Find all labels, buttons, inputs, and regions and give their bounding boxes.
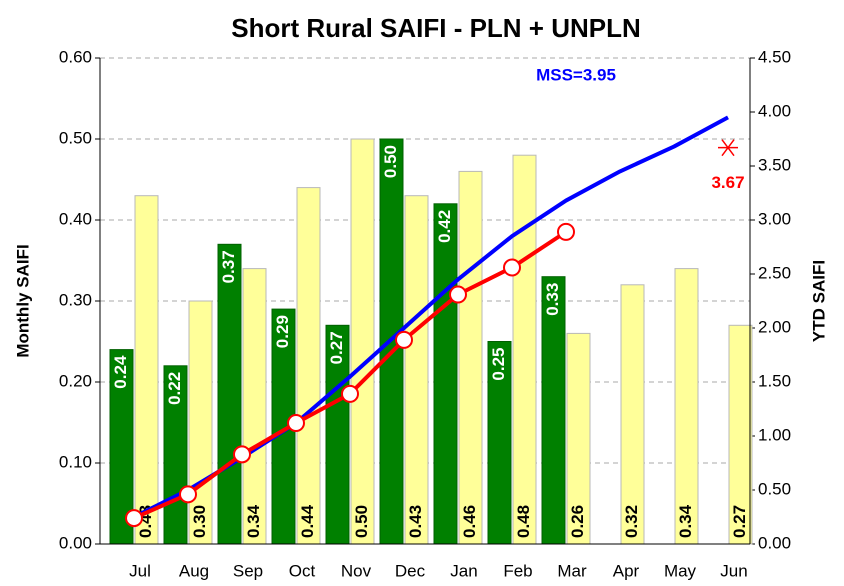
- x-tick-label: Sep: [233, 561, 263, 580]
- y-tick-label: 0.00: [59, 533, 92, 552]
- x-tick-label: Jun: [720, 561, 747, 580]
- bar: [512, 154, 537, 545]
- bar: [674, 268, 699, 545]
- annotation: MSS=3.95: [536, 65, 616, 84]
- marker-value-label: 3.67: [711, 173, 744, 192]
- bar-value-label: 0.37: [219, 250, 238, 283]
- bar-value-label: 0.32: [622, 505, 641, 538]
- bar-value-label: 0.50: [381, 145, 400, 178]
- bar-value-label: 0.34: [244, 504, 263, 538]
- line-marker: [557, 222, 575, 241]
- x-tick-label: Jan: [450, 561, 477, 580]
- line-marker: [287, 414, 305, 433]
- bar-value-label: 0.42: [435, 210, 454, 243]
- line-marker: [341, 384, 359, 403]
- bar-value-label: 0.22: [165, 372, 184, 405]
- y-tick-label: 0.50: [59, 128, 92, 147]
- x-tick-label: Aug: [179, 561, 209, 580]
- bar-value-label: 0.33: [543, 283, 562, 316]
- bar: [433, 203, 458, 545]
- bar: [217, 243, 242, 545]
- line-marker: [395, 330, 413, 349]
- bar: [541, 276, 566, 545]
- line-marker: [449, 285, 467, 304]
- bar: [296, 187, 321, 545]
- bar: [458, 170, 483, 545]
- line-marker: [125, 509, 143, 528]
- y2-tick-label: 2.50: [758, 263, 791, 282]
- y2-tick-label: 3.00: [758, 209, 791, 228]
- bar-value-label: 0.43: [406, 505, 425, 538]
- x-tick-label: Mar: [557, 561, 587, 580]
- y2-tick-label: 1.00: [758, 425, 791, 444]
- bar: [404, 195, 429, 545]
- y-tick-label: 0.10: [59, 452, 92, 471]
- x-tick-label: Jul: [129, 561, 151, 580]
- y2-tick-label: 4.50: [758, 47, 791, 66]
- line-marker: [179, 485, 197, 504]
- y-axis-label: Monthly SAIFI: [13, 244, 32, 357]
- y2-axis-label: YTD SAIFI: [809, 260, 828, 342]
- x-tick-label: Nov: [341, 561, 372, 580]
- y-tick-label: 0.40: [59, 209, 92, 228]
- line-marker: [233, 445, 251, 464]
- y-tick-label: 0.60: [59, 47, 92, 66]
- x-tick-label: May: [664, 561, 697, 580]
- y2-tick-label: 3.50: [758, 155, 791, 174]
- line-marker: [503, 258, 521, 277]
- bar-value-label: 0.34: [676, 504, 695, 538]
- y2-tick-label: 0.50: [758, 479, 791, 498]
- bar-value-label: 0.29: [273, 315, 292, 348]
- x-tick-label: Apr: [613, 561, 640, 580]
- asterisk-marker: [718, 139, 738, 157]
- x-tick-label: Dec: [395, 561, 426, 580]
- x-tick-label: Oct: [289, 561, 316, 580]
- bar: [242, 268, 267, 545]
- bar-value-label: 0.48: [514, 505, 533, 538]
- y2-tick-label: 2.00: [758, 317, 791, 336]
- bar-value-label: 0.24: [111, 355, 130, 389]
- bar: [134, 195, 159, 545]
- bar-value-label: 0.30: [190, 505, 209, 538]
- bar-value-label: 0.26: [568, 505, 587, 538]
- bar-value-label: 0.44: [298, 504, 317, 538]
- y-tick-label: 0.20: [59, 371, 92, 390]
- y-tick-label: 0.30: [59, 290, 92, 309]
- chart-title: Short Rural SAIFI - PLN + UNPLN: [231, 13, 641, 43]
- x-tick-label: Feb: [503, 561, 532, 580]
- bar-value-label: 0.46: [460, 505, 479, 538]
- bar: [350, 138, 375, 545]
- bar-value-label: 0.25: [489, 348, 508, 381]
- y2-tick-label: 0.00: [758, 533, 791, 552]
- bar-value-label: 0.50: [352, 505, 371, 538]
- bar-value-label: 0.27: [730, 505, 749, 538]
- bar-value-label: 0.27: [327, 331, 346, 364]
- y2-tick-label: 1.50: [758, 371, 791, 390]
- y2-tick-label: 4.00: [758, 101, 791, 120]
